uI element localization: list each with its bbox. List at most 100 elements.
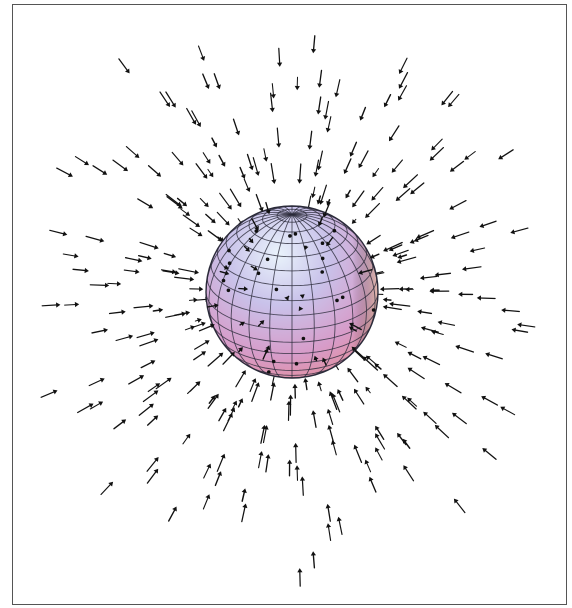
arrow-icon	[139, 338, 159, 347]
surface-contact-dot	[274, 287, 279, 292]
arrow-icon	[359, 106, 367, 121]
arrow-icon	[146, 415, 159, 426]
surface-contact-dot	[267, 370, 271, 374]
arrow-icon	[450, 231, 470, 240]
arrow-icon	[383, 374, 398, 388]
arrow-icon	[403, 174, 419, 189]
arrow-icon	[159, 91, 170, 107]
arrow-icon	[307, 130, 313, 150]
arrow-icon	[235, 370, 246, 388]
arrow-icon	[476, 295, 496, 301]
arrow-icon	[123, 269, 140, 275]
arrow-icon	[299, 476, 306, 496]
arrow-icon	[353, 444, 363, 464]
arrow-icon	[313, 159, 320, 177]
arrow-icon	[189, 227, 203, 237]
arrow-icon	[448, 93, 460, 108]
arrow-icon	[362, 356, 379, 371]
arrow-icon	[249, 378, 257, 393]
surface-contact-dot	[226, 288, 231, 293]
arrow-icon	[265, 345, 271, 354]
arrow-icon	[303, 245, 309, 251]
arrow-icon	[413, 234, 429, 243]
surface-contact-dot	[265, 257, 270, 262]
sphere-icon	[205, 205, 379, 379]
arrow-icon	[146, 457, 159, 472]
arrow-icon	[398, 71, 409, 89]
arrow-icon	[248, 237, 254, 244]
arrow-icon	[100, 481, 114, 496]
arrow-icon	[276, 127, 282, 148]
arrow-icon	[118, 58, 130, 74]
arrow-icon	[371, 186, 384, 201]
arrow-icon	[326, 408, 334, 425]
arrow-icon	[366, 234, 381, 245]
arrow-icon	[441, 90, 454, 106]
arrow-icon	[365, 386, 371, 394]
arrow-icon	[265, 201, 271, 215]
arrow-icon	[165, 193, 182, 207]
arrow-icon	[394, 341, 407, 348]
arrow-icon	[498, 149, 514, 160]
arrow-icon	[155, 377, 172, 390]
arrow-icon	[395, 188, 411, 201]
arrow-icon	[214, 471, 222, 487]
surface-contact-dot	[293, 232, 298, 236]
arrow-icon	[133, 303, 154, 309]
arrow-icon	[464, 150, 476, 160]
arrow-icon	[207, 303, 219, 309]
arrow-icon	[124, 257, 143, 263]
arrow-icon	[407, 351, 422, 360]
arrow-icon	[288, 394, 294, 416]
arrow-icon	[232, 118, 241, 136]
arrow-icon	[41, 302, 61, 308]
arrow-icon	[207, 352, 224, 367]
arrow-icon	[211, 137, 218, 148]
arrow-icon	[265, 454, 271, 473]
arrow-icon	[85, 235, 105, 243]
arrow-icon	[331, 393, 341, 413]
arrow-icon	[429, 287, 440, 293]
arrow-icon	[317, 216, 323, 227]
arrow-icon	[397, 254, 408, 260]
arrow-icon	[138, 403, 154, 416]
arrow-icon	[270, 83, 276, 99]
arrow-icon	[382, 304, 402, 311]
arrow-icon	[375, 425, 385, 440]
arrow-icon	[243, 178, 251, 192]
arrow-icon	[168, 506, 177, 522]
arrow-icon	[375, 433, 386, 450]
arrow-icon	[351, 346, 365, 359]
sphere-longitude-line	[291, 214, 315, 378]
arrow-icon	[219, 192, 232, 210]
arrow-icon	[194, 317, 202, 323]
arrow-icon	[207, 393, 219, 409]
arrow-icon	[396, 256, 417, 264]
arrow-icon	[193, 351, 206, 361]
arrow-icon	[479, 220, 497, 228]
arrow-icon	[316, 195, 322, 205]
arrow-icon	[239, 321, 245, 327]
arrow-icon	[458, 291, 474, 297]
arrow-icon	[358, 269, 373, 275]
arrow-icon	[277, 47, 283, 67]
arrow-icon	[88, 377, 105, 387]
arrow-icon	[246, 153, 254, 171]
arrow-icon	[218, 154, 226, 167]
arrow-icon	[202, 152, 211, 164]
arrow-icon	[140, 360, 156, 369]
arrow-icon	[369, 253, 380, 259]
arrow-icon	[207, 168, 214, 178]
arrow-icon	[251, 218, 259, 231]
arrow-icon	[231, 400, 238, 412]
arrow-icon	[294, 76, 300, 91]
surface-contact-dot	[320, 241, 325, 245]
arrow-icon	[250, 265, 258, 271]
arrow-icon	[510, 227, 529, 235]
arrow-icon	[163, 252, 177, 259]
arrow-icon	[391, 159, 403, 173]
arrow-icon	[137, 198, 154, 209]
arrow-icon	[270, 162, 277, 184]
arrow-icon	[375, 447, 383, 461]
arrow-icon	[325, 503, 331, 522]
